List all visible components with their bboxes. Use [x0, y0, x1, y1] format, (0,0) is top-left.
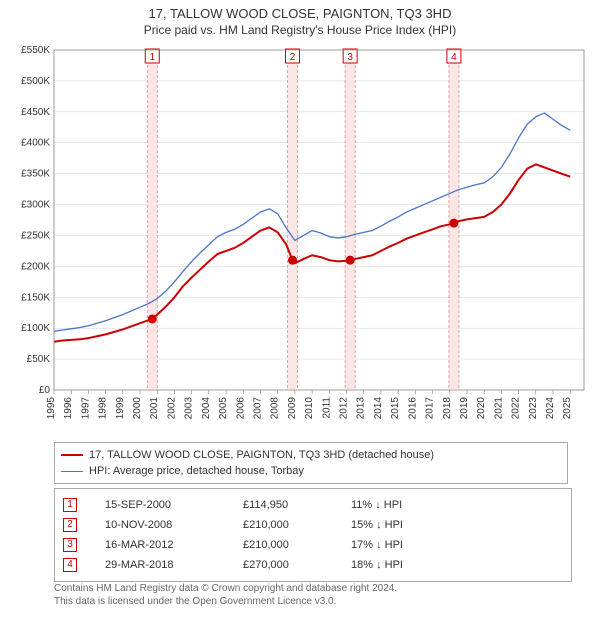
svg-text:£250K: £250K [21, 230, 50, 241]
svg-text:£200K: £200K [21, 261, 50, 272]
event-diff: 18% ↓ HPI [351, 555, 441, 575]
event-row: 1 15-SEP-2000 £114,950 11% ↓ HPI [63, 495, 563, 515]
event-date: 10-NOV-2008 [105, 515, 215, 535]
svg-text:2004: 2004 [201, 397, 212, 420]
event-marker: 3 [63, 538, 77, 552]
svg-text:2023: 2023 [528, 397, 539, 420]
svg-text:£300K: £300K [21, 200, 50, 211]
svg-text:2011: 2011 [321, 397, 332, 419]
chart-svg: £0 £50K £100K £150K £200K £250K £300K £350K £400… [8, 42, 592, 432]
svg-text:2017: 2017 [425, 397, 436, 420]
svg-text:£100K: £100K [21, 323, 50, 334]
event-date: 16-MAR-2012 [105, 535, 215, 555]
svg-text:2002: 2002 [166, 397, 177, 420]
svg-text:2022: 2022 [511, 397, 522, 420]
event-date: 29-MAR-2018 [105, 555, 215, 575]
svg-text:2018: 2018 [442, 397, 453, 420]
svg-text:2006: 2006 [235, 397, 246, 420]
svg-text:1995: 1995 [46, 397, 57, 420]
svg-text:1997: 1997 [80, 397, 91, 420]
footer-text: Contains HM Land Registry data © Crown c… [54, 582, 397, 608]
svg-text:£350K: £350K [21, 169, 50, 180]
svg-text:4: 4 [451, 52, 457, 63]
svg-text:2025: 2025 [562, 397, 573, 420]
svg-text:2009: 2009 [287, 397, 298, 420]
svg-text:£50K: £50K [27, 354, 51, 365]
svg-text:2: 2 [290, 52, 296, 63]
legend-box: 17, TALLOW WOOD CLOSE, PAIGNTON, TQ3 3HD… [54, 442, 568, 484]
svg-text:2021: 2021 [493, 397, 504, 420]
svg-text:2019: 2019 [459, 397, 470, 420]
legend-label: 17, TALLOW WOOD CLOSE, PAIGNTON, TQ3 3HD… [89, 447, 434, 463]
svg-text:2014: 2014 [373, 397, 384, 420]
svg-text:2024: 2024 [545, 397, 556, 420]
svg-text:£150K: £150K [21, 292, 50, 303]
event-row: 3 16-MAR-2012 £210,000 17% ↓ HPI [63, 535, 563, 555]
legend-item: HPI: Average price, detached house, Torb… [61, 463, 561, 479]
svg-text:2007: 2007 [252, 397, 263, 420]
event-row: 4 29-MAR-2018 £270,000 18% ↓ HPI [63, 555, 563, 575]
footer-line-1: Contains HM Land Registry data © Crown c… [54, 582, 397, 595]
event-diff: 17% ↓ HPI [351, 535, 441, 555]
svg-text:2010: 2010 [304, 397, 315, 420]
event-price: £210,000 [243, 515, 323, 535]
legend-swatch [61, 471, 83, 472]
event-diff: 15% ↓ HPI [351, 515, 441, 535]
svg-text:2016: 2016 [407, 397, 418, 420]
svg-text:1999: 1999 [115, 397, 126, 420]
svg-text:2008: 2008 [270, 397, 281, 420]
footer-line-2: This data is licensed under the Open Gov… [54, 595, 397, 608]
svg-text:£500K: £500K [21, 76, 50, 87]
event-marker: 4 [63, 558, 77, 572]
svg-text:£550K: £550K [21, 45, 50, 56]
legend-swatch [61, 454, 83, 456]
event-price: £210,000 [243, 535, 323, 555]
svg-text:1996: 1996 [63, 397, 74, 420]
svg-text:2020: 2020 [476, 397, 487, 420]
svg-text:2005: 2005 [218, 397, 229, 420]
svg-text:1: 1 [149, 52, 155, 63]
event-marker: 2 [63, 518, 77, 532]
chart-title: 17, TALLOW WOOD CLOSE, PAIGNTON, TQ3 3HD [0, 0, 600, 21]
svg-text:2012: 2012 [339, 397, 350, 420]
svg-text:2003: 2003 [184, 397, 195, 420]
event-diff: 11% ↓ HPI [351, 495, 441, 515]
svg-text:2015: 2015 [390, 397, 401, 420]
svg-text:£450K: £450K [21, 107, 50, 118]
events-table: 1 15-SEP-2000 £114,950 11% ↓ HPI 2 10-NOV-200… [54, 488, 572, 582]
event-price: £270,000 [243, 555, 323, 575]
svg-text:3: 3 [347, 52, 353, 63]
event-date: 15-SEP-2000 [105, 495, 215, 515]
event-price: £114,950 [243, 495, 323, 515]
svg-text:£400K: £400K [21, 138, 50, 149]
event-row: 2 10-NOV-2008 £210,000 15% ↓ HPI [63, 515, 563, 535]
legend-label: HPI: Average price, detached house, Torb… [89, 463, 304, 479]
chart-area: £0 £50K £100K £150K £200K £250K £300K £350K £400… [8, 42, 592, 432]
svg-text:2001: 2001 [149, 397, 160, 420]
svg-text:2013: 2013 [356, 397, 367, 420]
chart-subtitle: Price paid vs. HM Land Registry's House … [0, 21, 600, 37]
svg-text:£0: £0 [39, 385, 51, 396]
svg-text:2000: 2000 [132, 397, 143, 420]
event-marker: 1 [63, 498, 77, 512]
svg-text:1998: 1998 [98, 397, 109, 420]
legend-item: 17, TALLOW WOOD CLOSE, PAIGNTON, TQ3 3HD… [61, 447, 561, 463]
